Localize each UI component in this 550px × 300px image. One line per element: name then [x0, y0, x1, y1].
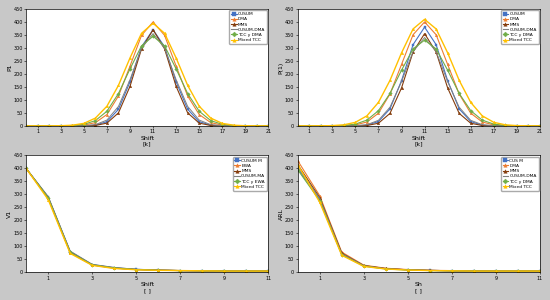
- Legend: CUSUM M, EWA, MMS, CUSUM-MA, TCC y EWA, Mixed TCC: CUSUM M, EWA, MMS, CUSUM-MA, TCC y EWA, …: [233, 157, 267, 190]
- Legend: CUSUM, DMA, MMS, CUSUM-DMA, TCC y DMA, Mixed TCC: CUSUM, DMA, MMS, CUSUM-DMA, TCC y DMA, M…: [501, 10, 538, 44]
- Y-axis label: P1: P1: [7, 64, 12, 71]
- X-axis label: Shift
[k]: Shift [k]: [412, 136, 426, 146]
- Legend: CUS M, DMA, MMS, CUSUM-DMA, TCC y DMA, Mixed TCC: CUS M, DMA, MMS, CUSUM-DMA, TCC y DMA, M…: [501, 157, 538, 190]
- X-axis label: Shift
[ ]: Shift [ ]: [140, 282, 155, 293]
- X-axis label: Sh
[ ]: Sh [ ]: [415, 282, 423, 293]
- X-axis label: Shift
[k]: Shift [k]: [140, 136, 155, 146]
- Y-axis label: ARL: ARL: [278, 208, 283, 220]
- Y-axis label: P(1): P(1): [278, 61, 283, 74]
- Legend: CUSUM, DMA, MMS, CUSUM-DMA, TCC y DMA, Mixed TCC: CUSUM, DMA, MMS, CUSUM-DMA, TCC y DMA, M…: [229, 10, 267, 44]
- Y-axis label: V1: V1: [7, 210, 12, 218]
